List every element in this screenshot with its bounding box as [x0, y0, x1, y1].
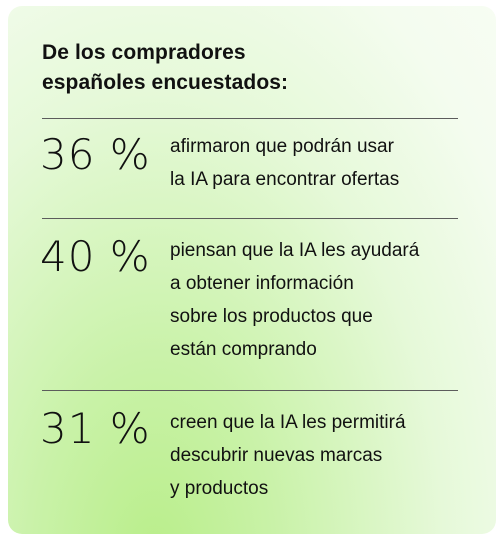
stat-description-3: creen que la IA les permitirá descubrir …: [170, 406, 460, 505]
stat-1-line-2: la IA para encontrar ofertas: [170, 169, 400, 190]
stat-description-1: afirmaron que podrán usar la IA para enc…: [170, 130, 460, 196]
stat-3-line-1: creen que la IA les permitirá: [170, 412, 406, 433]
stat-1-line-1: afirmaron que podrán usar: [170, 136, 394, 157]
stat-2-line-1: piensan que la IA les ayudará: [170, 240, 420, 261]
stat-2-line-2: a obtener información: [170, 273, 354, 294]
card-heading-line-1: De los compradores: [42, 41, 246, 64]
stat-3-line-3: y productos: [170, 478, 269, 499]
stat-value-3: 31 %: [40, 404, 151, 453]
divider-3: [42, 390, 458, 391]
stat-2-line-3: sobre los productos que: [170, 306, 373, 327]
divider-1: [42, 118, 458, 119]
stat-2-line-4: están comprando: [170, 339, 317, 360]
stat-description-2: piensan que la IA les ayudará a obtener …: [170, 234, 460, 366]
stats-card: De los compradores españoles encuestados…: [8, 6, 496, 534]
divider-2: [42, 218, 458, 219]
stat-value-2: 40 %: [40, 232, 151, 281]
stat-value-1: 36 %: [40, 130, 151, 179]
card-heading-line-2: españoles encuestados:: [42, 71, 289, 94]
card-heading: De los compradores españoles encuestados…: [42, 38, 288, 98]
stat-3-line-2: descubrir nuevas marcas: [170, 445, 383, 466]
